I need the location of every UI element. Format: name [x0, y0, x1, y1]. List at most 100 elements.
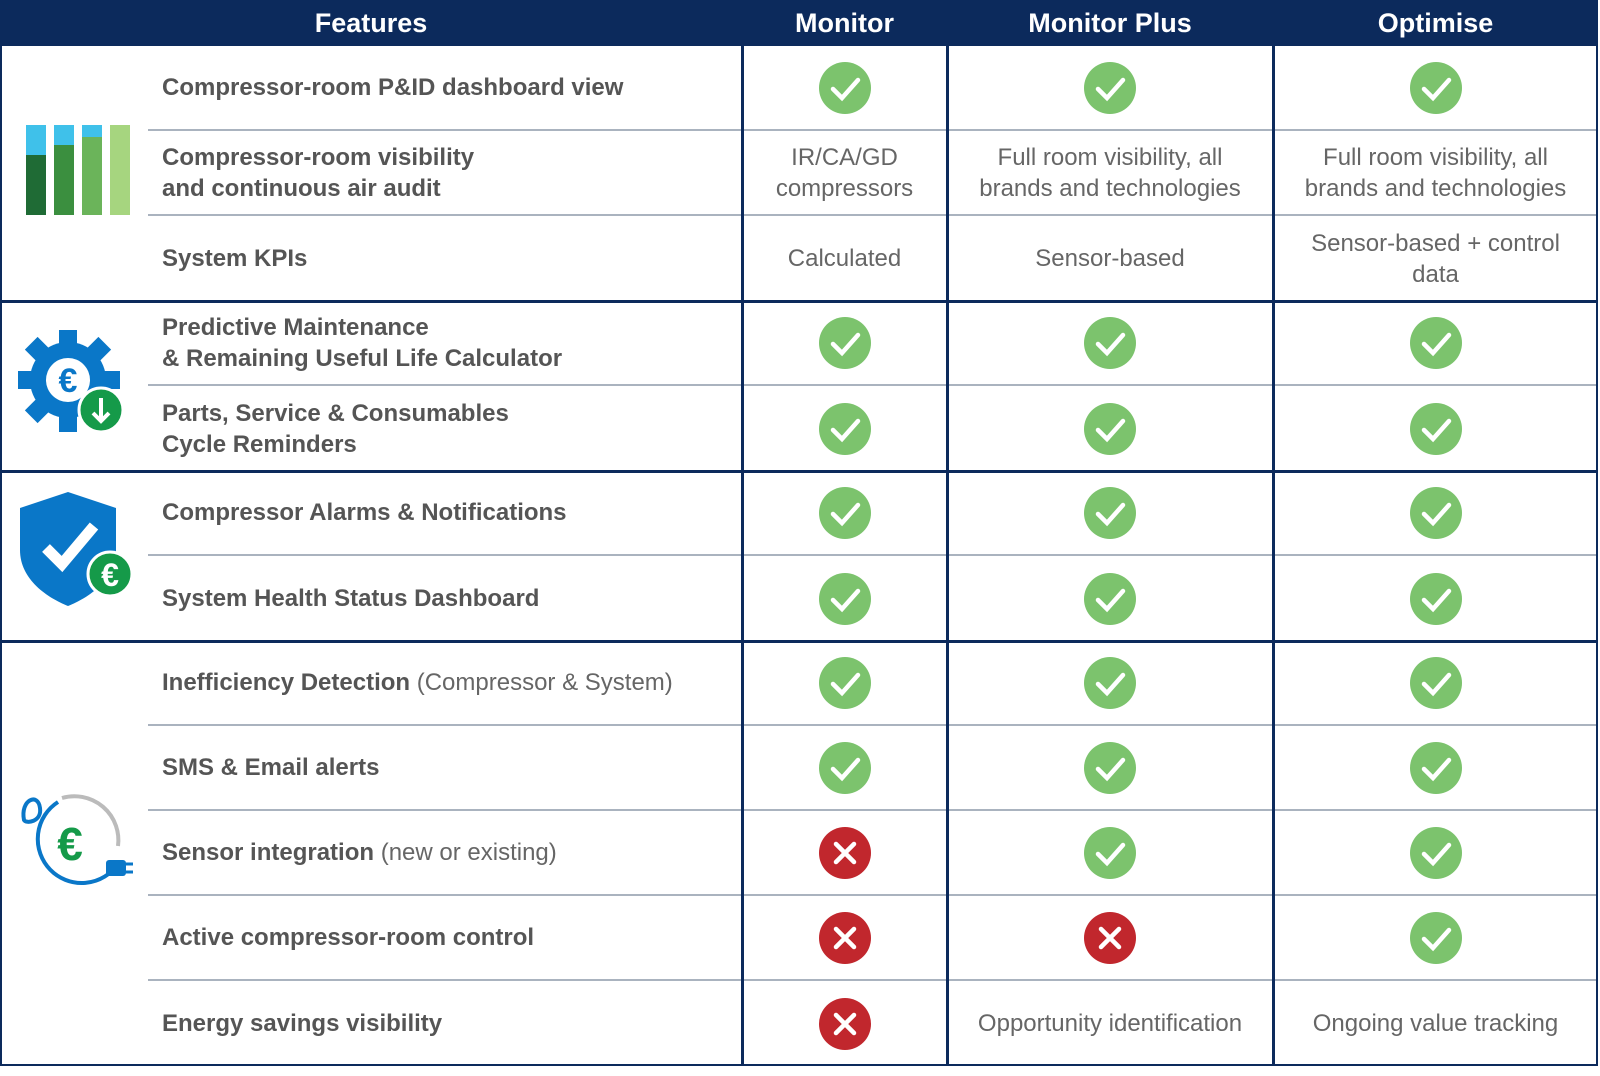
tier-cell: Ongoing value tracking [1273, 981, 1598, 1066]
tier-cell [1273, 811, 1598, 896]
tier-cell [742, 981, 947, 1066]
feature-text: System Health Status Dashboard [162, 585, 540, 612]
check-icon [818, 656, 871, 709]
column-divider [946, 0, 949, 1066]
check-icon [1409, 61, 1462, 114]
tier-cell [1273, 896, 1598, 981]
tier-cell [1273, 641, 1598, 726]
check-icon [818, 61, 871, 114]
tier-cell: Opportunity identification [947, 981, 1273, 1066]
tier-cell: Sensor-based + control data [1273, 216, 1598, 301]
feature-text: Sensor integration [162, 839, 381, 866]
feature-cell: Inefficiency Detection (Compressor & Sys… [148, 641, 742, 726]
cell-text: compressors [775, 174, 914, 202]
check-icon [1084, 486, 1136, 539]
tier-cell [947, 641, 1273, 726]
cell-text: brands and technologies [979, 174, 1241, 202]
feature-text: & Remaining Useful Life Calculator [162, 344, 563, 372]
feature-text: Sensor integration (new or existing) [162, 837, 742, 868]
cell-text: brands and technologies [1304, 174, 1567, 202]
check-icon [1084, 826, 1136, 879]
tier-cell [1273, 46, 1598, 131]
cell-text: Opportunity identification [977, 1010, 1243, 1037]
feature-text: System KPIs [162, 245, 308, 272]
column-divider [1272, 0, 1275, 1066]
tier-cell [947, 471, 1273, 556]
feature-cell: Energy savings visibility [148, 981, 742, 1066]
feature-text: Parts, Service & Consumables [162, 399, 509, 427]
check-icon [1084, 316, 1136, 369]
column-header: Monitor Plus [947, 0, 1273, 46]
feature-cell: Compressor-room visibility and continuous… [148, 131, 742, 216]
cross-icon [818, 826, 871, 879]
feature-cell: Parts, Service & Consumables Cycle Remind… [148, 386, 742, 471]
tier-cell: Full room visibility, all brands and tech… [1273, 131, 1598, 216]
cross-icon [818, 997, 871, 1050]
tier-cell [742, 301, 947, 386]
cell-text: Sensor-based + control [1311, 229, 1560, 257]
feature-text: Compressor-room P&ID dashboard view [162, 74, 624, 101]
tier-cell [742, 46, 947, 131]
check-icon [1409, 826, 1462, 879]
column-divider [741, 0, 744, 1066]
feature-text: Cycle Reminders [162, 430, 357, 458]
cell-text: IR/CA/GD [791, 143, 898, 171]
group-divider [0, 300, 1598, 303]
feature-cell: SMS & Email alerts [148, 726, 742, 811]
check-icon [818, 316, 871, 369]
check-icon [1084, 741, 1136, 794]
cell-text: Sensor-based [1035, 245, 1185, 272]
check-icon [1409, 572, 1462, 625]
cross-icon [1084, 911, 1136, 964]
check-icon [1409, 486, 1462, 539]
check-icon [1409, 316, 1462, 369]
feature-text: Compressor-room visibility [162, 143, 475, 171]
column-header: Optimise [1273, 0, 1598, 46]
tier-cell [742, 811, 947, 896]
feature-note: (new or existing) [380, 839, 557, 866]
column-header: Features [0, 0, 742, 46]
tier-cell [742, 556, 947, 641]
tier-cell: IR/CA/GD compressors [742, 131, 947, 216]
svg-text:€: € [57, 818, 83, 870]
feature-cell: Sensor integration (new or existing) [148, 811, 742, 896]
feature-text: SMS & Email alerts [162, 754, 380, 781]
feature-text: Active compressor-room control [162, 924, 535, 951]
group-divider [0, 640, 1598, 643]
feature-text: Compressor Alarms & Notifications [162, 499, 567, 526]
tier-cell [947, 301, 1273, 386]
check-icon [818, 572, 871, 625]
tier-cell [742, 896, 947, 981]
shield-icon: € [20, 492, 134, 606]
svg-text:€: € [101, 557, 119, 593]
tier-cell: Calculated [742, 216, 947, 301]
feature-cell: System KPIs [148, 216, 742, 301]
check-icon [1084, 61, 1136, 114]
tier-cell [947, 556, 1273, 641]
check-icon [818, 402, 871, 455]
tier-cell [1273, 301, 1598, 386]
tier-cell [1273, 386, 1598, 471]
tier-cell: Full room visibility, all brands and tech… [947, 131, 1273, 216]
tier-cell [1273, 556, 1598, 641]
cell-text: Full room visibility, all [1323, 143, 1548, 171]
cell-text: data [1412, 260, 1459, 288]
check-icon [1409, 911, 1462, 964]
column-header: Monitor [742, 0, 947, 46]
tier-cell [947, 896, 1273, 981]
feature-cell: Compressor-room P&ID dashboard view [148, 46, 742, 131]
tier-cell: Sensor-based [947, 216, 1273, 301]
cell-text: Calculated [787, 245, 902, 272]
check-icon [1409, 402, 1462, 455]
check-icon [1409, 656, 1462, 709]
tier-cell [742, 386, 947, 471]
dashboard-icon [26, 125, 130, 215]
feature-text: and continuous air audit [162, 174, 441, 202]
tier-cell [742, 471, 947, 556]
check-icon [1409, 741, 1462, 794]
feature-cell: Compressor Alarms & Notifications [148, 471, 742, 556]
check-icon [818, 486, 871, 539]
check-icon [1084, 656, 1136, 709]
